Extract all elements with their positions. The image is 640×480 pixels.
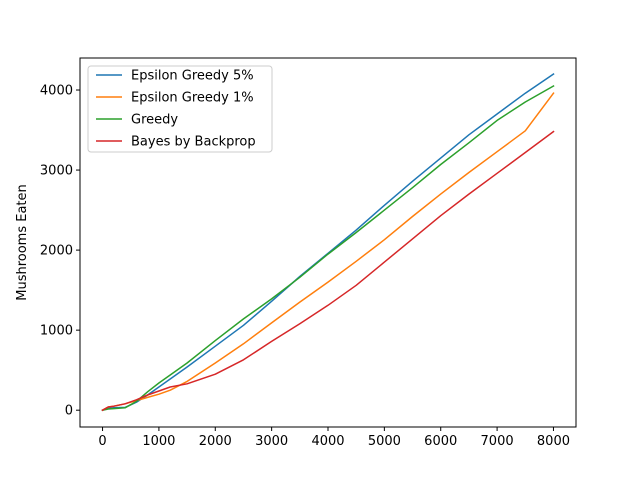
legend-label-0: Epsilon Greedy 5% <box>131 69 254 84</box>
x-tick-label-2: 2000 <box>199 434 232 449</box>
y-tick-label-3: 3000 <box>40 164 73 179</box>
x-tick-label-8: 8000 <box>537 434 570 449</box>
x-tick-label-7: 7000 <box>481 434 514 449</box>
x-tick-label-3: 3000 <box>255 434 288 449</box>
x-tick-label-1: 1000 <box>142 434 175 449</box>
legend-label-2: Greedy <box>131 113 178 128</box>
x-tick-label-0: 0 <box>98 434 106 449</box>
y-tick-label-4: 4000 <box>40 84 73 99</box>
legend-label-3: Bayes by Backprop <box>131 135 256 150</box>
x-tick-label-4: 4000 <box>311 434 344 449</box>
x-tick-label-5: 5000 <box>368 434 401 449</box>
y-tick-label-2: 2000 <box>40 244 73 259</box>
legend: Epsilon Greedy 5% Epsilon Greedy 1% Greedy… <box>87 65 273 153</box>
legend-box <box>87 65 273 153</box>
plot-area <box>101 72 555 412</box>
y-tick-label-1: 1000 <box>40 324 73 339</box>
axis-ticks: 0 1000 2000 3000 4000 5000 6000 7000 8000 0 1000 20… <box>40 84 570 449</box>
y-tick-label-0: 0 <box>65 404 73 419</box>
x-tick-label-6: 6000 <box>424 434 457 449</box>
y-axis-label: Mushrooms Eaten <box>15 184 30 301</box>
series-line-3 <box>101 130 555 412</box>
legend-label-1: Epsilon Greedy 1% <box>131 91 254 106</box>
series-line-2 <box>101 84 555 412</box>
